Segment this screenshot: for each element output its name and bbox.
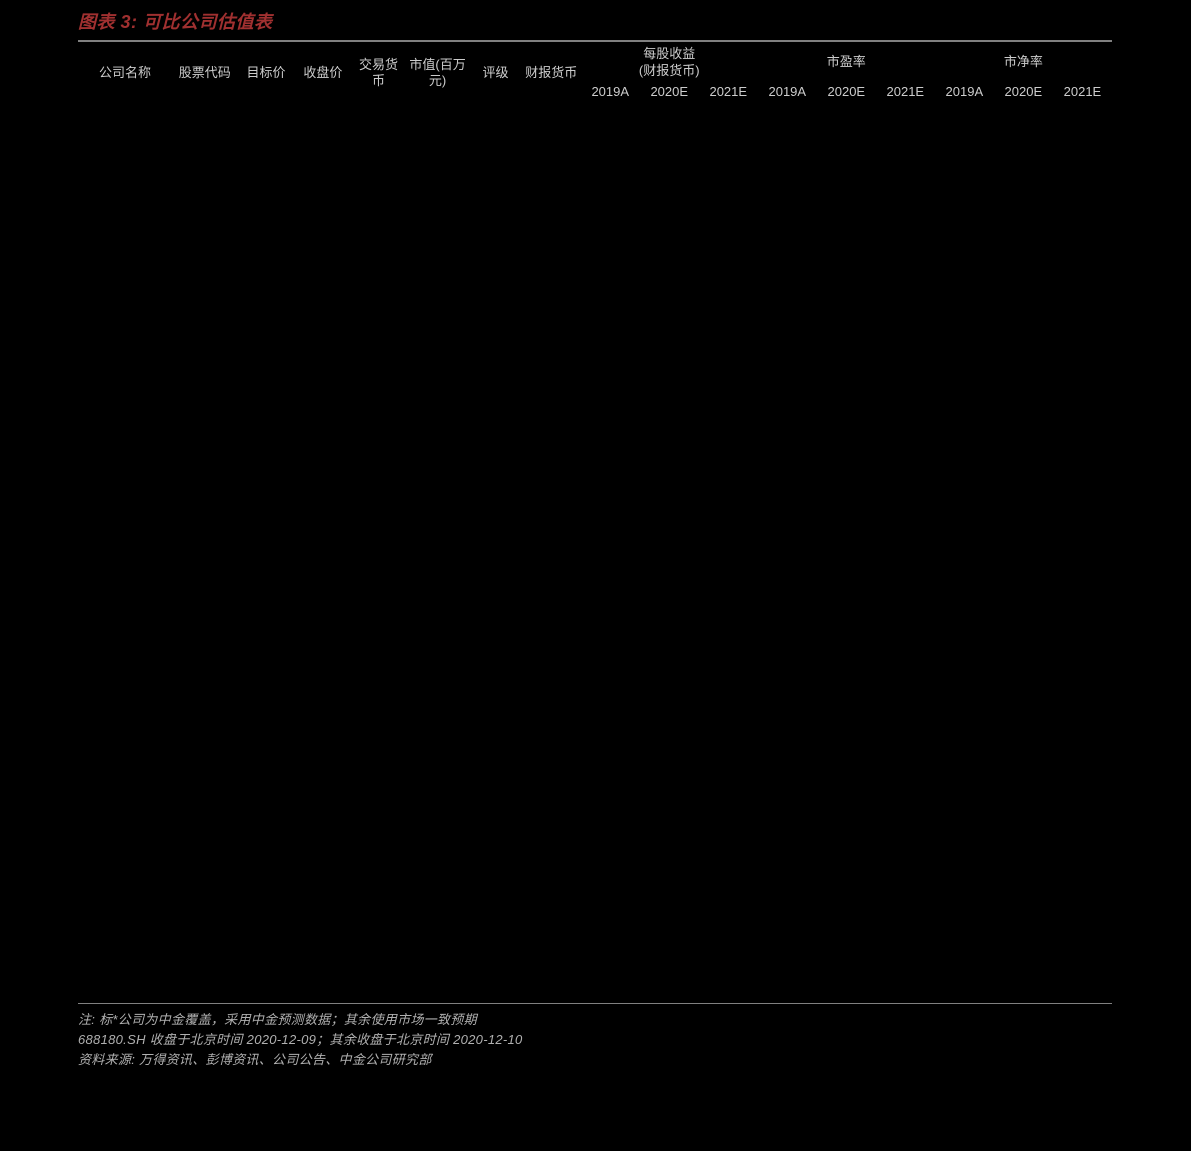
col-eps-2021e: 2021E <box>699 82 758 103</box>
footnote-line-2: 688180.SH 收盘于北京时间 2020-12-09；其余收盘于北京时间 2… <box>78 1030 1112 1050</box>
table-footnotes: 注: 标*公司为中金覆盖，采用中金预测数据；其余使用市场一致预期 688180.… <box>78 1010 1112 1070</box>
col-rating: 评级 <box>469 42 521 103</box>
col-group-pb: 市净率 <box>935 42 1112 82</box>
col-pe-2019a: 2019A <box>758 82 817 103</box>
col-close: 收盘价 <box>294 42 351 103</box>
table-title: 图表 3: 可比公司估值表 <box>78 8 1112 34</box>
col-pb-2021e: 2021E <box>1053 82 1112 103</box>
col-company: 公司名称 <box>78 42 172 103</box>
valuation-table: 公司名称 股票代码 目标价 收盘价 交易货币 市值(百万元) 评级 财报货币 每… <box>78 42 1112 103</box>
col-pb-2019a: 2019A <box>935 82 994 103</box>
footnote-line-1: 注: 标*公司为中金覆盖，采用中金预测数据；其余使用市场一致预期 <box>78 1010 1112 1030</box>
col-mktcap: 市值(百万元) <box>406 42 469 103</box>
col-pe-2020e: 2020E <box>817 82 876 103</box>
valuation-table-panel: 图表 3: 可比公司估值表 公司名称 股票代码 目标价 <box>78 8 1112 1070</box>
col-target: 目标价 <box>238 42 295 103</box>
col-eps-2020e: 2020E <box>640 82 699 103</box>
col-eps-2019a: 2019A <box>581 82 640 103</box>
col-group-eps: 每股收益 (财报货币) <box>581 42 758 82</box>
table-header: 公司名称 股票代码 目标价 收盘价 交易货币 市值(百万元) 评级 财报货币 每… <box>78 42 1112 103</box>
col-ticker: 股票代码 <box>172 42 238 103</box>
col-pe-2021e: 2021E <box>876 82 935 103</box>
col-group-pe: 市盈率 <box>758 42 935 82</box>
col-trade-ccy: 交易货币 <box>351 42 406 103</box>
table-container: 公司名称 股票代码 目标价 收盘价 交易货币 市值(百万元) 评级 财报货币 每… <box>78 40 1112 1004</box>
footnote-line-3: 资料来源: 万得资讯、彭博资讯、公司公告、中金公司研究部 <box>78 1050 1112 1070</box>
col-rpt-ccy: 财报货币 <box>522 42 581 103</box>
table-body-empty <box>78 103 1112 1003</box>
col-pb-2020e: 2020E <box>994 82 1053 103</box>
